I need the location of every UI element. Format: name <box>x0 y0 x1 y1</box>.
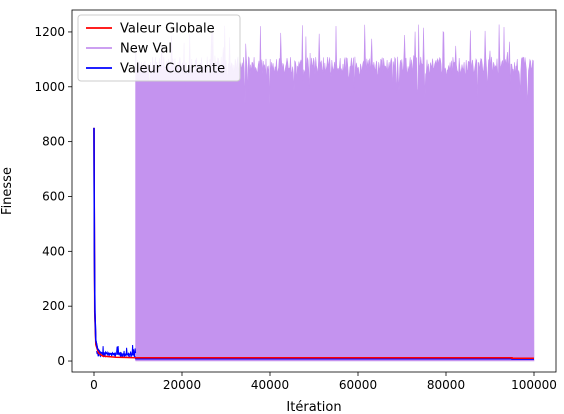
y-tick-label: 1200 <box>34 25 65 39</box>
y-tick-label: 200 <box>42 299 65 313</box>
legend-label: Valeur Globale <box>120 22 215 37</box>
x-tick-label: 20000 <box>163 378 201 392</box>
axes-frame <box>71 9 557 373</box>
x-tick-label: 0 <box>90 378 98 392</box>
legend: Valeur Globale New Val Valeur Courante <box>77 14 241 82</box>
y-tick-label: 400 <box>42 244 65 258</box>
y-axis: 0 200 400 600 800 1000 1200 <box>34 25 72 368</box>
legend-label: New Val <box>120 42 172 57</box>
y-tick-label: 800 <box>42 135 65 149</box>
x-axis: 0 20000 40000 60000 80000 100000 <box>90 372 557 392</box>
series-valeur-courante-peak <box>93 127 102 354</box>
legend-box <box>77 14 241 82</box>
x-tick-label: 60000 <box>339 378 377 392</box>
x-tick-label: 40000 <box>251 378 289 392</box>
series-valeur-courante-top <box>93 127 102 354</box>
y-tick-label: 600 <box>42 189 65 203</box>
y-tick-label: 1000 <box>34 80 65 94</box>
legend-label: Valeur Courante <box>120 62 225 77</box>
x-tick-label: 100000 <box>511 378 557 392</box>
x-tick-label: 80000 <box>427 378 465 392</box>
x-axis-label: Itération <box>286 400 341 414</box>
series-valeur-courante-noise <box>96 344 137 358</box>
y-tick-label: 0 <box>57 354 65 368</box>
y-axis-label: Finesse <box>0 167 15 215</box>
series-layer <box>93 24 535 362</box>
